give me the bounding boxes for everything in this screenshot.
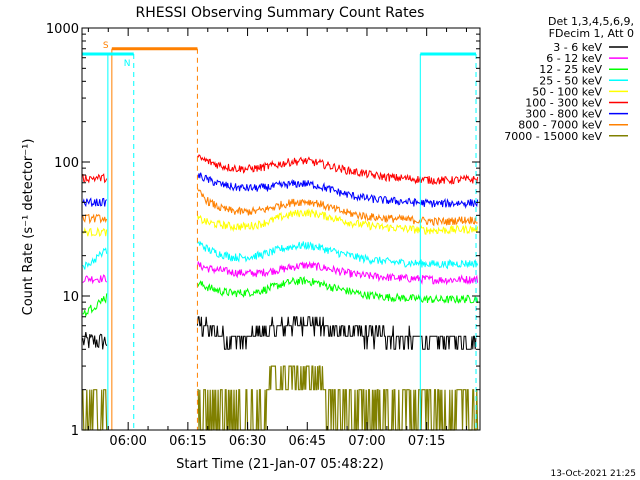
y-tick-label: 1 xyxy=(71,424,79,439)
footer-date: 13-Oct-2021 21:25 xyxy=(551,469,636,479)
x-tick-label: 06:00 xyxy=(109,434,146,449)
x-tick-label: 07:00 xyxy=(348,434,385,449)
legend: Det 1,3,4,5,6,9,FDecim 1, Att 03 - 6 keV… xyxy=(504,15,634,143)
legend-header: Det 1,3,4,5,6,9, xyxy=(548,15,634,28)
legend-label-300-800-kev: 300 - 800 keV xyxy=(525,108,602,121)
x-tick-label: 06:30 xyxy=(229,434,266,449)
legend-label-12-25-kev: 12 - 25 keV xyxy=(539,63,602,76)
legend-label-25-50-kev: 25 - 50 keV xyxy=(539,74,602,87)
x-tick-label: 06:15 xyxy=(169,434,206,449)
legend-header: FDecim 1, Att 0 xyxy=(549,27,634,40)
series-trace-3-6-kev xyxy=(82,316,478,350)
series-trace-6-12-kev xyxy=(82,260,479,286)
flag-label-s: S xyxy=(103,41,109,51)
legend-label-6-12-kev: 6 - 12 keV xyxy=(546,52,602,65)
series-trace-100-300-kev xyxy=(82,154,479,186)
x-axis-label: Start Time (21-Jan-07 05:48:22) xyxy=(176,457,384,472)
series-trace-12-25-kev xyxy=(82,275,479,318)
y-axis-label: Count Rate (s⁻¹ detector⁻¹) xyxy=(21,139,36,316)
legend-label-50-100-kev: 50 - 100 keV xyxy=(532,85,602,98)
plot-area: S N 1 10 100 1000 06:00 06:15 06:30 06:45 07:00 07:… xyxy=(46,22,481,449)
flag-label-n: N xyxy=(124,59,131,69)
x-tick-label: 07:15 xyxy=(408,434,445,449)
series-trace-800-7000-kev xyxy=(82,187,478,227)
chart-title: RHESSI Observing Summary Count Rates xyxy=(136,5,425,21)
y-tick-label: 1000 xyxy=(46,22,79,37)
legend-label-3-6-kev: 3 - 6 keV xyxy=(553,41,602,54)
series-trace-25-50-kev xyxy=(82,240,479,270)
y-tick-label: 10 xyxy=(62,290,79,305)
series-trace-7000-15000-kev xyxy=(82,365,479,431)
legend-label-800-7000-kev: 800 - 7000 keV xyxy=(518,119,602,132)
legend-label-100-300-kev: 100 - 300 keV xyxy=(525,97,602,110)
y-tick-label: 100 xyxy=(54,156,79,171)
series-trace-50-100-kev xyxy=(82,208,479,237)
plot-frame xyxy=(81,27,481,431)
x-tick-label: 06:45 xyxy=(289,434,326,449)
legend-label-7000-15000-kev: 7000 - 15000 keV xyxy=(504,130,602,143)
series-trace-300-800-kev xyxy=(82,172,479,209)
